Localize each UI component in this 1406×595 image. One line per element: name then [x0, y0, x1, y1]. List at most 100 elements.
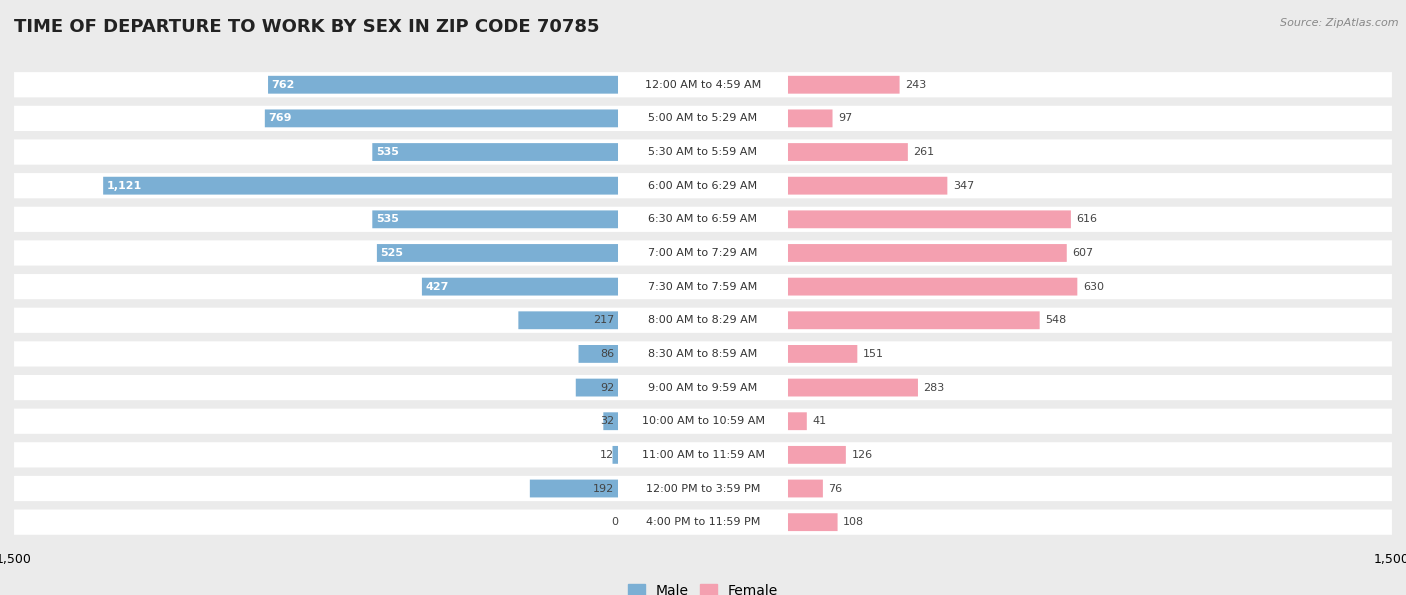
Text: 32: 32 — [600, 416, 614, 426]
Text: 86: 86 — [600, 349, 614, 359]
Text: 6:30 AM to 6:59 AM: 6:30 AM to 6:59 AM — [648, 214, 758, 224]
FancyBboxPatch shape — [619, 446, 787, 464]
Text: 10:00 AM to 10:59 AM: 10:00 AM to 10:59 AM — [641, 416, 765, 426]
FancyBboxPatch shape — [613, 446, 619, 464]
Text: 8:00 AM to 8:29 AM: 8:00 AM to 8:29 AM — [648, 315, 758, 325]
FancyBboxPatch shape — [578, 345, 619, 363]
FancyBboxPatch shape — [14, 375, 1392, 400]
Text: TIME OF DEPARTURE TO WORK BY SEX IN ZIP CODE 70785: TIME OF DEPARTURE TO WORK BY SEX IN ZIP … — [14, 18, 599, 36]
FancyBboxPatch shape — [14, 442, 1392, 468]
Text: 243: 243 — [905, 80, 927, 90]
Text: 7:00 AM to 7:29 AM: 7:00 AM to 7:29 AM — [648, 248, 758, 258]
FancyBboxPatch shape — [619, 345, 787, 363]
FancyBboxPatch shape — [619, 378, 787, 396]
Text: 548: 548 — [1045, 315, 1066, 325]
FancyBboxPatch shape — [264, 109, 619, 127]
Text: 525: 525 — [381, 248, 404, 258]
Text: 8:30 AM to 8:59 AM: 8:30 AM to 8:59 AM — [648, 349, 758, 359]
Text: 6:00 AM to 6:29 AM: 6:00 AM to 6:29 AM — [648, 181, 758, 190]
Text: 41: 41 — [813, 416, 827, 426]
FancyBboxPatch shape — [619, 412, 787, 430]
FancyBboxPatch shape — [14, 72, 1392, 98]
Text: 108: 108 — [844, 517, 865, 527]
FancyBboxPatch shape — [787, 244, 1067, 262]
FancyBboxPatch shape — [14, 206, 1392, 232]
FancyBboxPatch shape — [787, 446, 846, 464]
Text: 427: 427 — [426, 281, 449, 292]
Text: 11:00 AM to 11:59 AM: 11:00 AM to 11:59 AM — [641, 450, 765, 460]
FancyBboxPatch shape — [14, 509, 1392, 535]
FancyBboxPatch shape — [619, 177, 787, 195]
Text: 769: 769 — [269, 114, 292, 123]
FancyBboxPatch shape — [14, 106, 1392, 131]
FancyBboxPatch shape — [787, 378, 918, 396]
Text: 192: 192 — [593, 484, 614, 493]
FancyBboxPatch shape — [787, 211, 1071, 228]
FancyBboxPatch shape — [269, 76, 619, 93]
Text: 607: 607 — [1073, 248, 1094, 258]
FancyBboxPatch shape — [619, 76, 787, 93]
Text: 5:30 AM to 5:59 AM: 5:30 AM to 5:59 AM — [648, 147, 758, 157]
Text: Source: ZipAtlas.com: Source: ZipAtlas.com — [1281, 18, 1399, 28]
Legend: Male, Female: Male, Female — [623, 579, 783, 595]
FancyBboxPatch shape — [619, 211, 787, 228]
FancyBboxPatch shape — [619, 278, 787, 296]
FancyBboxPatch shape — [787, 76, 900, 93]
Text: 12:00 PM to 3:59 PM: 12:00 PM to 3:59 PM — [645, 484, 761, 493]
FancyBboxPatch shape — [787, 143, 908, 161]
Text: 4:00 PM to 11:59 PM: 4:00 PM to 11:59 PM — [645, 517, 761, 527]
Text: 217: 217 — [593, 315, 614, 325]
Text: 762: 762 — [271, 80, 295, 90]
Text: 7:30 AM to 7:59 AM: 7:30 AM to 7:59 AM — [648, 281, 758, 292]
FancyBboxPatch shape — [576, 378, 619, 396]
FancyBboxPatch shape — [530, 480, 619, 497]
FancyBboxPatch shape — [787, 109, 832, 127]
FancyBboxPatch shape — [619, 311, 787, 329]
FancyBboxPatch shape — [787, 412, 807, 430]
FancyBboxPatch shape — [619, 244, 787, 262]
FancyBboxPatch shape — [787, 278, 1077, 296]
Text: 347: 347 — [953, 181, 974, 190]
Text: 283: 283 — [924, 383, 945, 393]
FancyBboxPatch shape — [619, 143, 787, 161]
FancyBboxPatch shape — [787, 513, 838, 531]
FancyBboxPatch shape — [14, 476, 1392, 501]
Text: 535: 535 — [375, 214, 399, 224]
Text: 616: 616 — [1077, 214, 1098, 224]
Text: 92: 92 — [600, 383, 614, 393]
Text: 5:00 AM to 5:29 AM: 5:00 AM to 5:29 AM — [648, 114, 758, 123]
Text: 261: 261 — [914, 147, 935, 157]
FancyBboxPatch shape — [14, 173, 1392, 198]
FancyBboxPatch shape — [787, 345, 858, 363]
Text: 76: 76 — [828, 484, 842, 493]
FancyBboxPatch shape — [787, 480, 823, 497]
FancyBboxPatch shape — [519, 311, 619, 329]
FancyBboxPatch shape — [14, 409, 1392, 434]
Text: 0: 0 — [612, 517, 619, 527]
FancyBboxPatch shape — [619, 480, 787, 497]
FancyBboxPatch shape — [14, 139, 1392, 165]
FancyBboxPatch shape — [14, 274, 1392, 299]
Text: 12: 12 — [600, 450, 614, 460]
FancyBboxPatch shape — [787, 177, 948, 195]
FancyBboxPatch shape — [14, 342, 1392, 367]
FancyBboxPatch shape — [373, 143, 619, 161]
Text: 535: 535 — [375, 147, 399, 157]
FancyBboxPatch shape — [377, 244, 619, 262]
FancyBboxPatch shape — [14, 240, 1392, 265]
Text: 12:00 AM to 4:59 AM: 12:00 AM to 4:59 AM — [645, 80, 761, 90]
Text: 97: 97 — [838, 114, 852, 123]
FancyBboxPatch shape — [373, 211, 619, 228]
FancyBboxPatch shape — [603, 412, 619, 430]
Text: 126: 126 — [852, 450, 873, 460]
FancyBboxPatch shape — [619, 109, 787, 127]
FancyBboxPatch shape — [103, 177, 619, 195]
Text: 9:00 AM to 9:59 AM: 9:00 AM to 9:59 AM — [648, 383, 758, 393]
Text: 151: 151 — [863, 349, 884, 359]
Text: 630: 630 — [1083, 281, 1104, 292]
FancyBboxPatch shape — [619, 513, 787, 531]
Text: 1,121: 1,121 — [107, 181, 142, 190]
FancyBboxPatch shape — [787, 311, 1039, 329]
FancyBboxPatch shape — [14, 308, 1392, 333]
FancyBboxPatch shape — [422, 278, 619, 296]
